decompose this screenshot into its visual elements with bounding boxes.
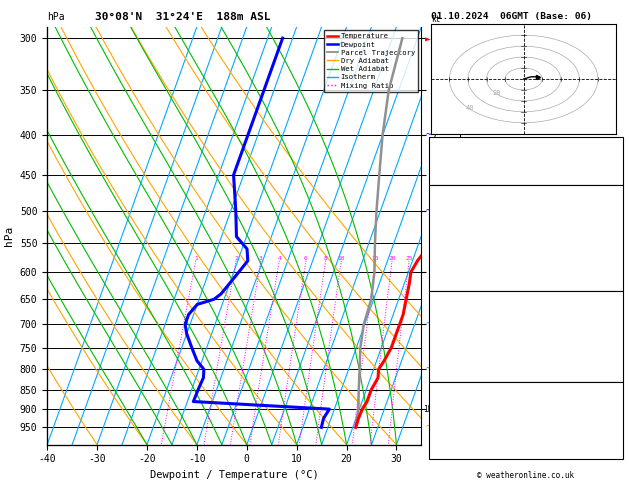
Y-axis label: hPa: hPa <box>4 226 14 246</box>
Text: StmSpd (kt): StmSpd (kt) <box>432 445 486 454</box>
Text: © weatheronline.co.uk: © weatheronline.co.uk <box>477 471 574 480</box>
Text: StmDir: StmDir <box>432 431 462 439</box>
Text: Most Unstable: Most Unstable <box>492 295 560 304</box>
Text: CAPE (J): CAPE (J) <box>432 354 471 363</box>
Text: 01.10.2024  06GMT (Base: 06): 01.10.2024 06GMT (Base: 06) <box>431 12 592 21</box>
Text: 20: 20 <box>388 256 396 261</box>
Legend: Temperature, Dewpoint, Parcel Trajectory, Dry Adiabat, Wet Adiabat, Isotherm, Mi: Temperature, Dewpoint, Parcel Trajectory… <box>324 30 418 91</box>
Y-axis label: Mixing Ratio (g/kg): Mixing Ratio (g/kg) <box>468 185 477 287</box>
Text: Surface: Surface <box>508 190 544 198</box>
Text: 0: 0 <box>615 368 620 377</box>
Text: 20.6: 20.6 <box>600 204 620 213</box>
Text: PW (cm): PW (cm) <box>432 171 466 180</box>
Text: CAPE (J): CAPE (J) <box>432 262 471 271</box>
Text: 950: 950 <box>605 310 620 319</box>
Text: 3: 3 <box>259 256 263 261</box>
Text: 323: 323 <box>605 233 620 242</box>
Text: 1: 1 <box>194 256 198 261</box>
Text: K: K <box>432 142 437 151</box>
Text: Lifted Index: Lifted Index <box>432 339 491 348</box>
Text: ~: ~ <box>425 364 431 374</box>
Text: Pressure (mb): Pressure (mb) <box>432 310 496 319</box>
Text: ~: ~ <box>425 130 431 140</box>
Text: 10: 10 <box>338 256 345 261</box>
Text: Temp (°C): Temp (°C) <box>432 204 476 213</box>
Text: CIN (J): CIN (J) <box>432 368 466 377</box>
Text: 4: 4 <box>277 256 281 261</box>
Text: -31: -31 <box>605 416 620 425</box>
Text: 9: 9 <box>615 339 620 348</box>
Text: 28: 28 <box>610 156 620 165</box>
Text: 2: 2 <box>234 256 238 261</box>
Text: EH: EH <box>432 401 442 410</box>
Text: 6: 6 <box>304 256 308 261</box>
Text: 0: 0 <box>615 262 620 271</box>
Text: ~: ~ <box>425 422 431 433</box>
Text: 25: 25 <box>405 256 413 261</box>
Text: 10: 10 <box>610 248 620 257</box>
Text: Totals Totals: Totals Totals <box>432 156 496 165</box>
Text: 1LCL: 1LCL <box>423 405 442 414</box>
Text: -106: -106 <box>600 401 620 410</box>
Text: 0: 0 <box>615 277 620 286</box>
Text: ~: ~ <box>425 319 431 329</box>
Text: 20: 20 <box>493 90 501 96</box>
Text: hPa: hPa <box>47 12 65 22</box>
Text: 16: 16 <box>372 256 379 261</box>
Text: 290°: 290° <box>600 431 620 439</box>
Text: 8: 8 <box>324 256 328 261</box>
Text: 19: 19 <box>610 445 620 454</box>
Text: θₑ(K): θₑ(K) <box>432 233 457 242</box>
X-axis label: Dewpoint / Temperature (°C): Dewpoint / Temperature (°C) <box>150 470 319 480</box>
Text: ~: ~ <box>425 206 431 216</box>
Text: SREH: SREH <box>432 416 452 425</box>
Text: θₑ (K): θₑ (K) <box>432 325 462 333</box>
Text: kt: kt <box>431 15 440 24</box>
Text: -16: -16 <box>605 142 620 151</box>
Text: 0: 0 <box>615 354 620 363</box>
Text: Lifted Index: Lifted Index <box>432 248 491 257</box>
Text: CIN (J): CIN (J) <box>432 277 466 286</box>
Text: 325: 325 <box>605 325 620 333</box>
Y-axis label: km
ASL: km ASL <box>431 216 448 236</box>
Text: 30°08'N  31°24'E  188m ASL: 30°08'N 31°24'E 188m ASL <box>94 12 270 22</box>
Text: Hodograph: Hodograph <box>502 387 550 396</box>
Text: ►: ► <box>425 33 431 43</box>
Text: 13.7: 13.7 <box>600 219 620 227</box>
Text: 1.8: 1.8 <box>605 171 620 180</box>
Text: 40: 40 <box>466 105 474 111</box>
Text: Dewp (°C): Dewp (°C) <box>432 219 476 227</box>
